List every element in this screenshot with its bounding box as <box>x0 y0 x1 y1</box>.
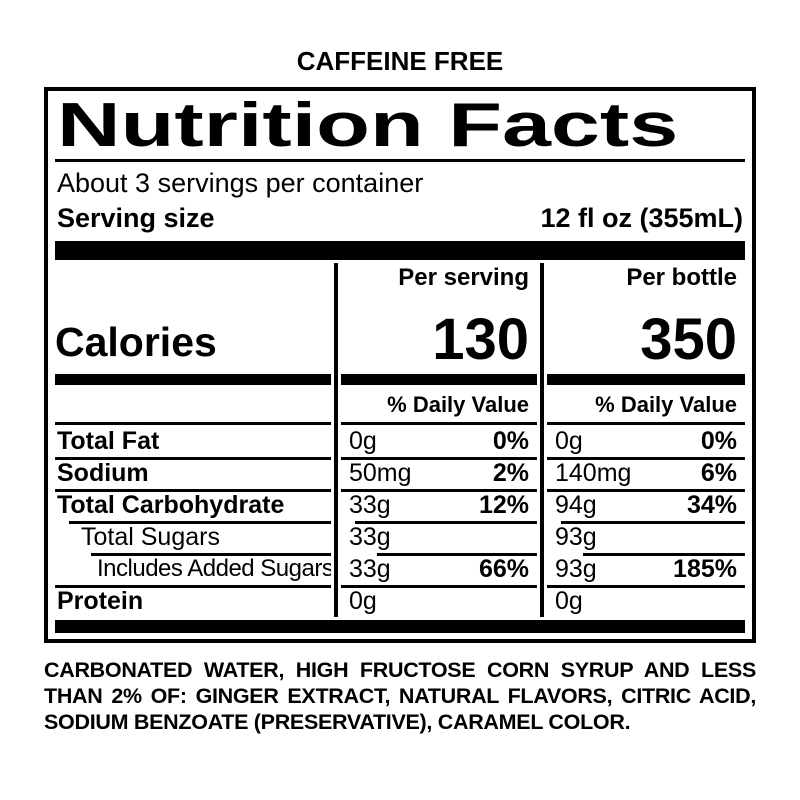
nutrient-value-cell: 140mg 6% <box>547 457 745 489</box>
serving-size-row: Serving size 12 fl oz (355mL) <box>55 200 745 241</box>
nutrient-value-cell: 0g <box>547 585 745 617</box>
nutrient-name: Total Sugars <box>55 521 331 553</box>
nutrient-name: Includes Added Sugars <box>55 553 331 585</box>
nutrient-value-cell: 94g 34% <box>547 489 745 521</box>
nutrient-daily-value: 66% <box>478 554 529 583</box>
mid-bar-names <box>55 373 331 385</box>
servings-per-container: About 3 servings per container <box>57 168 424 198</box>
nutrient-name: Protein <box>55 585 331 617</box>
nutrient-name: Total Carbohydrate <box>55 489 331 521</box>
nutrient-amount: 33g <box>349 490 391 519</box>
mid-bar-per-serving <box>341 373 537 385</box>
nutrient-amount: 0g <box>349 586 377 615</box>
nutrient-daily-value: 2% <box>492 458 529 487</box>
serving-size-value: 12 fl oz (355mL) <box>540 203 743 233</box>
nutrient-daily-value: 185% <box>673 554 737 583</box>
nutrient-value-cell: 33g 12% <box>341 489 537 521</box>
nutrition-facts-title-text: Nutrition Facts <box>57 91 679 160</box>
column-divider-right <box>540 263 544 617</box>
nutrient-daily-value: 0% <box>700 426 737 455</box>
facts-grid: Per serving Per bottle Calories 130 350 … <box>55 263 745 617</box>
nutrient-amount: 0g <box>555 586 583 615</box>
caffeine-free-banner: CAFFEINE FREE <box>296 46 504 76</box>
nutrient-daily-value: 0% <box>492 426 529 455</box>
nutrient-amount: 0g <box>349 426 377 455</box>
mid-bar-per-bottle <box>547 373 745 385</box>
nutrient-daily-value: 12% <box>478 490 529 519</box>
nutrient-value-cell: 93g <box>547 521 745 553</box>
thick-divider-top <box>55 241 745 260</box>
column-header-per-bottle: Per bottle <box>626 264 737 291</box>
nutrient-value-cell: 0g 0% <box>341 425 537 457</box>
nutrition-facts-title: Nutrition Facts <box>55 91 745 162</box>
calories-label: Calories <box>55 319 217 365</box>
thick-divider-bottom <box>55 620 745 633</box>
calories-per-serving-value: 130 <box>432 307 529 372</box>
nutrient-amount: 33g <box>349 522 391 551</box>
nutrient-amount: 50mg <box>349 458 412 487</box>
nutrient-name: Sodium <box>55 457 331 489</box>
column-divider-left <box>334 263 338 617</box>
daily-value-header-per-bottle: % Daily Value <box>547 387 745 425</box>
nutrient-name: Total Fat <box>57 426 160 455</box>
nutrient-value-cell: 0g <box>341 585 537 617</box>
nutrient-value-cell: 33g 66% <box>341 553 537 585</box>
nutrient-daily-value: 34% <box>686 490 737 519</box>
nutrient-amount: 94g <box>555 490 597 519</box>
nutrient-amount: 140mg <box>555 458 632 487</box>
daily-value-header-spacer <box>55 387 331 425</box>
calories-per-bottle-value: 350 <box>640 307 737 372</box>
nutrient-value-cell: 33g <box>341 521 537 553</box>
nutrient-amount: 0g <box>555 426 583 455</box>
column-header-per-serving: Per serving <box>398 264 529 291</box>
daily-value-header-per-serving: % Daily Value <box>341 387 537 425</box>
nutrient-value-cell: 0g 0% <box>547 425 745 457</box>
nutrient-value-cell: 93g 185% <box>547 553 745 585</box>
serving-size-label: Serving size <box>57 203 215 233</box>
ingredients-text: CARBONATED WATER, HIGH FRUCTOSE CORN SYR… <box>44 658 756 735</box>
nutrient-amount: 33g <box>349 554 391 583</box>
nutrient-daily-value: 6% <box>700 458 737 487</box>
nutrient-amount: 93g <box>555 522 597 551</box>
nutrition-facts-panel: Nutrition Facts About 3 servings per con… <box>44 87 756 643</box>
nutrient-amount: 93g <box>555 554 597 583</box>
page: CAFFEINE FREE Nutrition Facts About 3 se… <box>44 0 756 736</box>
nutrient-value-cell: 50mg 2% <box>341 457 537 489</box>
